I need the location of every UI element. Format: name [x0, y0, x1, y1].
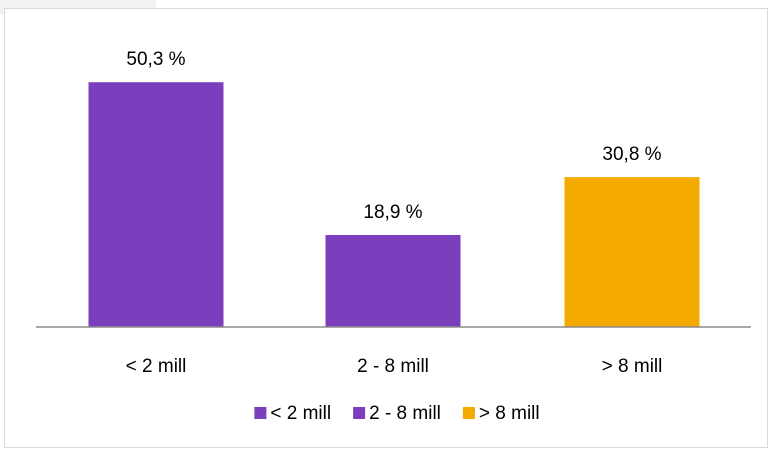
- value-labels-group: 50,3 % 18,9 % 30,8 %: [126, 49, 661, 223]
- legend-item-lt-2-mill: < 2 mill: [254, 403, 331, 424]
- legend-swatch-lt-2-mill: [254, 407, 267, 419]
- x-tick-label-gt-8-mill: > 8 mill: [602, 356, 663, 377]
- legend: < 2 mill 2 - 8 mill > 8 mill: [254, 403, 540, 424]
- x-tick-label-lt-2-mill: < 2 mill: [126, 356, 187, 377]
- legend-label-2-8-mill: 2 - 8 mill: [369, 403, 441, 424]
- value-label-lt-2-mill: 50,3 %: [126, 49, 185, 70]
- value-label-gt-8-mill: 30,8 %: [602, 144, 661, 165]
- legend-swatch-gt-8-mill: [462, 407, 475, 419]
- legend-item-gt-8-mill: > 8 mill: [462, 403, 540, 424]
- x-tick-label-2-8-mill: 2 - 8 mill: [357, 356, 429, 377]
- legend-swatch-2-8-mill: [353, 407, 366, 419]
- legend-label-lt-2-mill: < 2 mill: [270, 403, 331, 424]
- legend-label-gt-8-mill: > 8 mill: [479, 403, 540, 424]
- legend-item-2-8-mill: 2 - 8 mill: [353, 403, 441, 424]
- bars-group: [88, 82, 700, 327]
- bar-2-8-mill: [325, 235, 461, 327]
- bar-lt-2-mill: [88, 82, 224, 327]
- x-tick-labels-group: < 2 mill 2 - 8 mill > 8 mill: [126, 356, 663, 377]
- bar-gt-8-mill: [564, 177, 700, 327]
- value-label-2-8-mill: 18,9 %: [363, 202, 422, 223]
